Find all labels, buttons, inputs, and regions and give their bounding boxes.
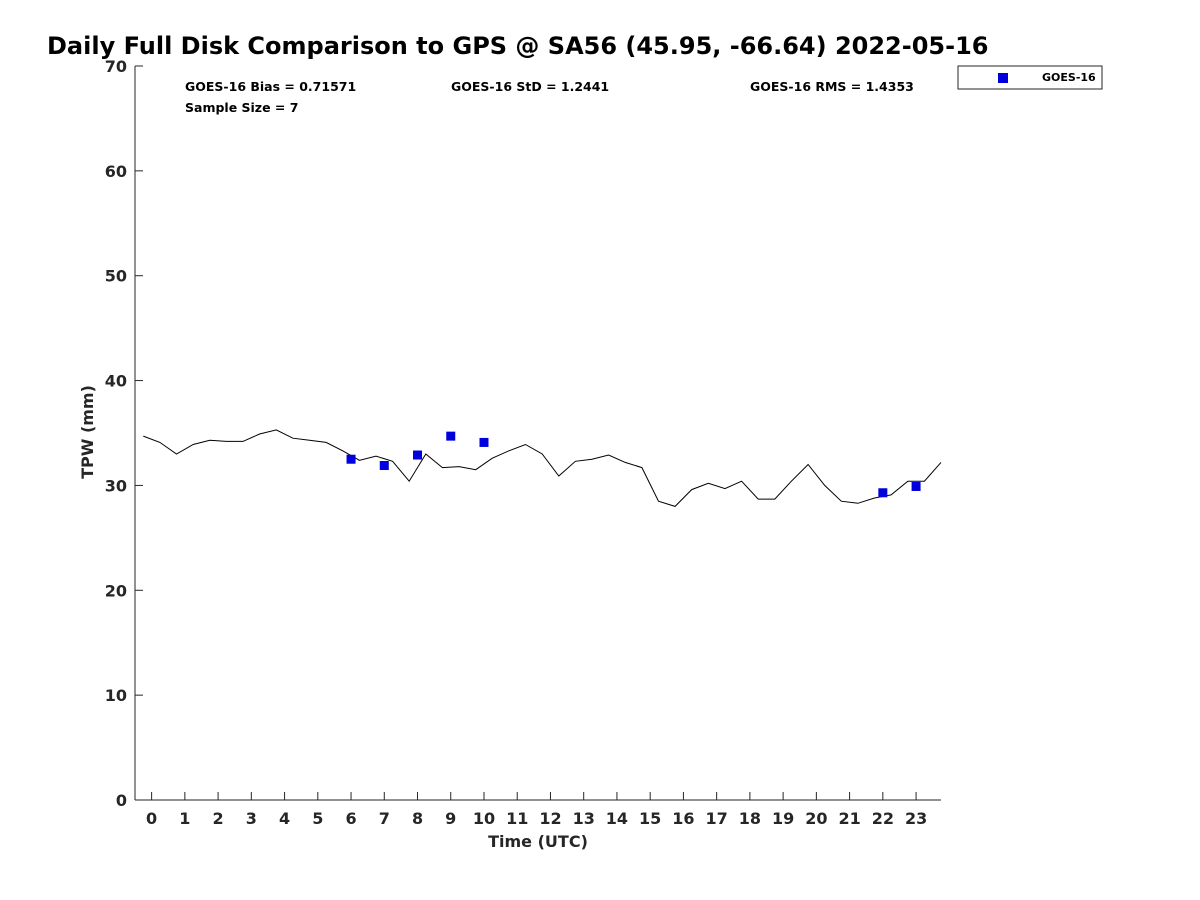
y-tick-label: 10 [105,686,127,705]
std-annotation: GOES-16 StD = 1.2441 [451,79,609,94]
y-tick-label: 70 [105,57,127,76]
x-tick-label: 4 [279,809,290,828]
y-tick-label: 30 [105,476,127,495]
x-tick-label: 13 [573,809,595,828]
x-axis-ticks: 0 1 2 3 4 5 6 7 8 9 10 11 12 13 14 15 16 17 18 19 20 21 22 23 [146,792,927,828]
y-axis-label: TPW (mm) [78,385,97,479]
x-tick-label: 14 [606,809,628,828]
y-axis-ticks: 0 10 20 30 40 50 60 70 [105,57,143,810]
x-tick-label: 0 [146,809,157,828]
y-tick-label: 50 [105,267,127,286]
x-tick-label: 9 [445,809,456,828]
goes16-data-point [878,488,888,498]
gps-series-line [143,429,942,507]
gps-line [143,429,942,507]
x-tick-label: 7 [379,809,390,828]
x-tick-label: 10 [473,809,495,828]
x-tick-label: 5 [312,809,323,828]
x-tick-label: 1 [179,809,190,828]
legend-box [957,65,1103,90]
x-tick-label: 6 [345,809,356,828]
x-tick-label: 22 [872,809,894,828]
x-axis-label: Time (UTC) [488,832,588,851]
bias-annotation: GOES-16 Bias = 0.71571 [185,79,356,94]
goes16-data-point [479,437,489,447]
sample-size-annotation: Sample Size = 7 [185,100,298,115]
x-tick-label: 15 [639,809,661,828]
goes16-data-point [346,454,356,464]
plot-frame [134,66,941,801]
x-tick-label: 21 [838,809,860,828]
x-tick-label: 11 [506,809,528,828]
chart-title: Daily Full Disk Comparison to GPS @ SA56… [47,32,988,60]
x-tick-label: 8 [412,809,423,828]
x-tick-label: 18 [739,809,761,828]
y-tick-label: 20 [105,581,127,600]
x-tick-label: 16 [672,809,694,828]
x-tick-label: 17 [706,809,728,828]
y-tick-label: 0 [116,791,127,810]
goes16-data-point [379,461,389,471]
y-tick-label: 40 [105,372,127,391]
goes16-points [346,431,921,498]
goes16-data-point [911,481,921,491]
x-tick-label: 12 [539,809,561,828]
x-tick-label: 2 [213,809,224,828]
goes16-data-point [446,431,456,441]
x-tick-label: 23 [905,809,927,828]
x-tick-label: 3 [246,809,257,828]
legend-marker-goes16 [998,73,1008,83]
y-tick-label: 60 [105,162,127,181]
goes16-data-point [413,450,423,460]
x-tick-label: 19 [772,809,794,828]
legend: GOES-16 [957,65,1103,90]
rms-annotation: GOES-16 RMS = 1.4353 [750,79,914,94]
legend-label-goes16: GOES-16 [1042,71,1096,84]
x-tick-label: 20 [805,809,827,828]
